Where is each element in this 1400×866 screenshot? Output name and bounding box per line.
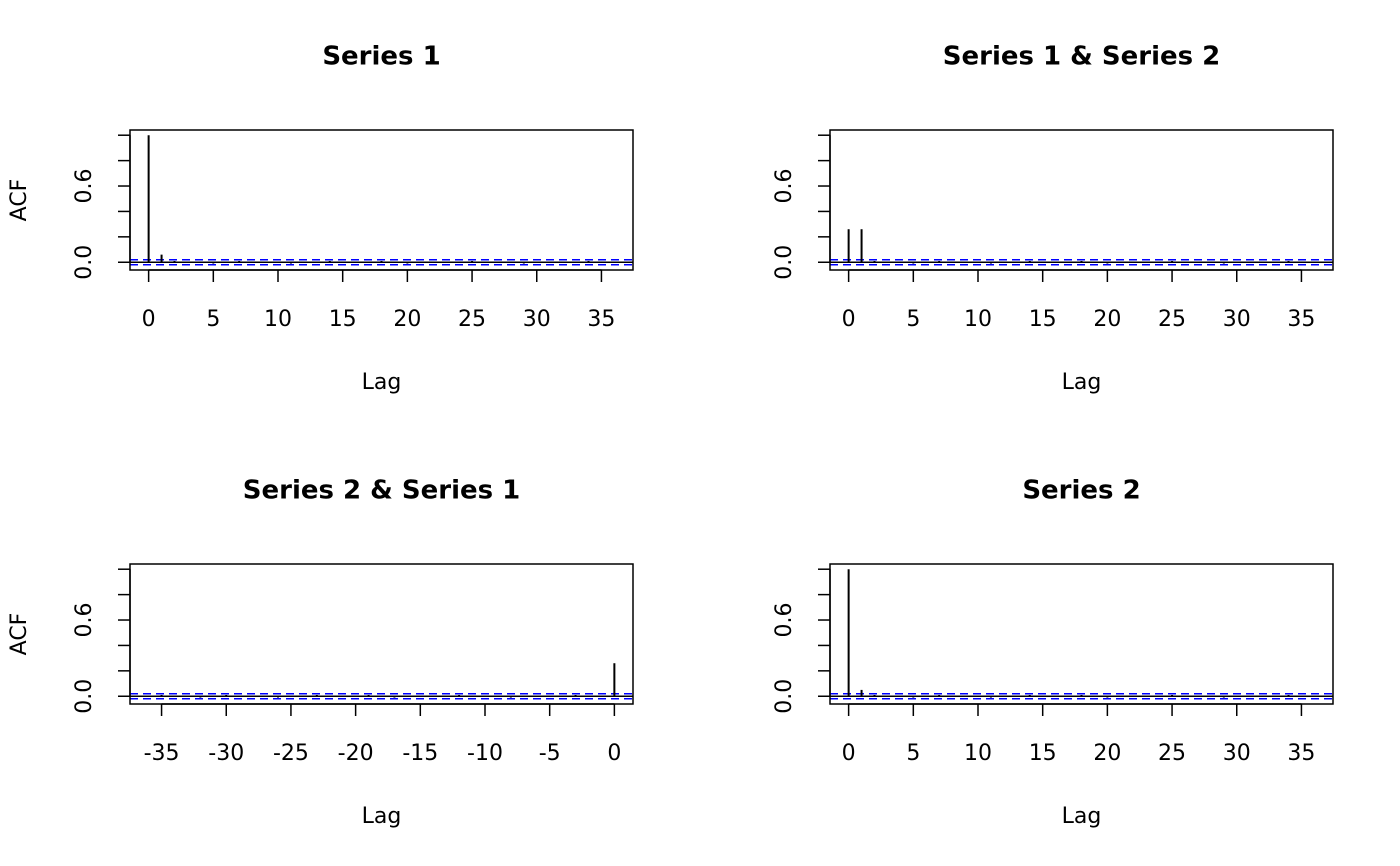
x-tick-label: 10 (964, 307, 992, 332)
x-tick-label: 35 (587, 307, 615, 332)
x-tick-label: 5 (906, 741, 920, 766)
x-tick-label: 10 (264, 307, 292, 332)
panel-title: Series 2 & Series 1 (243, 476, 520, 506)
y-tick-label: 0.6 (72, 169, 97, 204)
x-tick-label: 30 (1223, 307, 1251, 332)
y-axis-label: ACF (7, 179, 32, 222)
x-tick-label: 15 (1029, 307, 1057, 332)
plot-frame (129, 129, 634, 271)
x-tick-label: 15 (1029, 741, 1057, 766)
x-tick-label: -15 (402, 741, 438, 766)
x-tick-label: 20 (393, 307, 421, 332)
x-tick-label: 35 (1287, 741, 1315, 766)
x-tick-label: -30 (208, 741, 244, 766)
x-tick-label: 25 (458, 307, 486, 332)
x-tick-label: 5 (906, 307, 920, 332)
y-axis-label: ACF (7, 613, 32, 656)
x-tick-label: 30 (523, 307, 551, 332)
x-tick-label: 5 (206, 307, 220, 332)
y-tick-label: 0.6 (72, 603, 97, 638)
y-tick-label: 0.0 (772, 245, 797, 280)
x-tick-label: 15 (329, 307, 357, 332)
y-tick-label: 0.6 (772, 169, 797, 204)
x-tick-label: -35 (144, 741, 180, 766)
x-axis-label: Lag (362, 804, 402, 829)
x-tick-label: 10 (964, 741, 992, 766)
panel-title: Series 1 & Series 2 (943, 42, 1220, 72)
x-tick-label: 20 (1093, 307, 1121, 332)
x-tick-label: 30 (1223, 741, 1251, 766)
y-tick-label: 0.0 (72, 245, 97, 280)
x-tick-label: 25 (1158, 307, 1186, 332)
y-tick-label: 0.6 (772, 603, 797, 638)
x-tick-label: 35 (1287, 307, 1315, 332)
y-tick-label: 0.0 (772, 679, 797, 714)
plot-frame (829, 129, 1334, 271)
x-tick-label: 0 (607, 741, 621, 766)
x-tick-label: 20 (1093, 741, 1121, 766)
x-tick-label: 0 (842, 307, 856, 332)
x-tick-label: 25 (1158, 741, 1186, 766)
x-tick-label: 0 (142, 307, 156, 332)
x-axis-label: Lag (1062, 804, 1102, 829)
x-axis-label: Lag (362, 370, 402, 395)
x-tick-label: -25 (273, 741, 309, 766)
panel-title: Series 2 (1022, 476, 1140, 506)
panel-title: Series 1 (322, 42, 440, 72)
x-tick-label: -10 (467, 741, 503, 766)
plot-frame (129, 563, 634, 705)
y-tick-label: 0.0 (72, 679, 97, 714)
x-tick-label: -20 (338, 741, 374, 766)
x-tick-label: -5 (539, 741, 561, 766)
x-axis-label: Lag (1062, 370, 1102, 395)
plot-frame (829, 563, 1334, 705)
x-tick-label: 0 (842, 741, 856, 766)
